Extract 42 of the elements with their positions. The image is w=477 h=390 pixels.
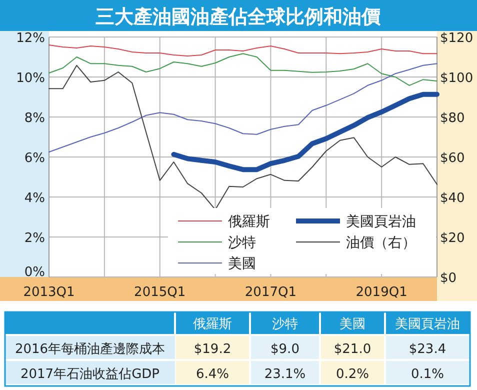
category-label: 2017年石油收益佔GDP xyxy=(20,367,160,382)
x-tick-label: 2013Q1 xyxy=(23,285,75,300)
category-label: 美國頁岩油 xyxy=(395,316,460,332)
text: 0.2% xyxy=(336,367,370,382)
x-tick-label: 2017Q1 xyxy=(244,285,297,300)
legend-label: 沙特 xyxy=(228,235,256,251)
text: $19.2 xyxy=(194,342,232,357)
text: 23.1% xyxy=(264,367,306,382)
legend-label: 美國頁岩油 xyxy=(346,214,416,230)
text: 6.4% xyxy=(196,367,230,382)
y2-tick-label: $80 xyxy=(440,111,465,126)
x-tick-label: 2019Q1 xyxy=(356,285,408,300)
x-tick-label: 2015Q1 xyxy=(134,285,186,300)
category-label: 沙特 xyxy=(272,317,298,332)
y-tick-label: 6% xyxy=(24,151,45,166)
category-label: 2016年每桶油產邊際成本 xyxy=(14,342,166,357)
text: $21.0 xyxy=(334,342,372,357)
line-series xyxy=(48,44,438,56)
y-tick-label: 12% xyxy=(16,31,45,46)
category-label: 美國 xyxy=(340,316,366,332)
y-tick-label: 0% xyxy=(24,265,45,280)
y2-tick-label: $20 xyxy=(440,231,465,246)
y2-tick-label: $0 xyxy=(440,271,457,286)
line-series xyxy=(48,63,438,152)
category-label: 俄羅斯 xyxy=(193,317,232,332)
line-series xyxy=(48,53,438,86)
legend-label: 美國 xyxy=(228,256,256,272)
text: $23.4 xyxy=(408,342,446,357)
y2-tick-label: $120 xyxy=(440,31,474,46)
legend-label: 油價（右） xyxy=(346,235,416,251)
y2-tick-label: $60 xyxy=(440,151,465,166)
y-tick-label: 10% xyxy=(16,71,45,86)
chart-title: 三大產油國油產佔全球比例和油價 xyxy=(96,6,382,28)
line-series xyxy=(48,64,438,210)
y-tick-label: 4% xyxy=(24,191,45,206)
text: 0.1% xyxy=(410,367,444,382)
y2-tick-label: $100 xyxy=(440,71,474,86)
legend-label: 俄羅斯 xyxy=(228,214,270,230)
y-tick-label: 8% xyxy=(24,111,45,126)
text: $9.0 xyxy=(270,342,300,357)
y2-tick-label: $40 xyxy=(440,191,465,206)
y-tick-label: 2% xyxy=(24,231,45,246)
